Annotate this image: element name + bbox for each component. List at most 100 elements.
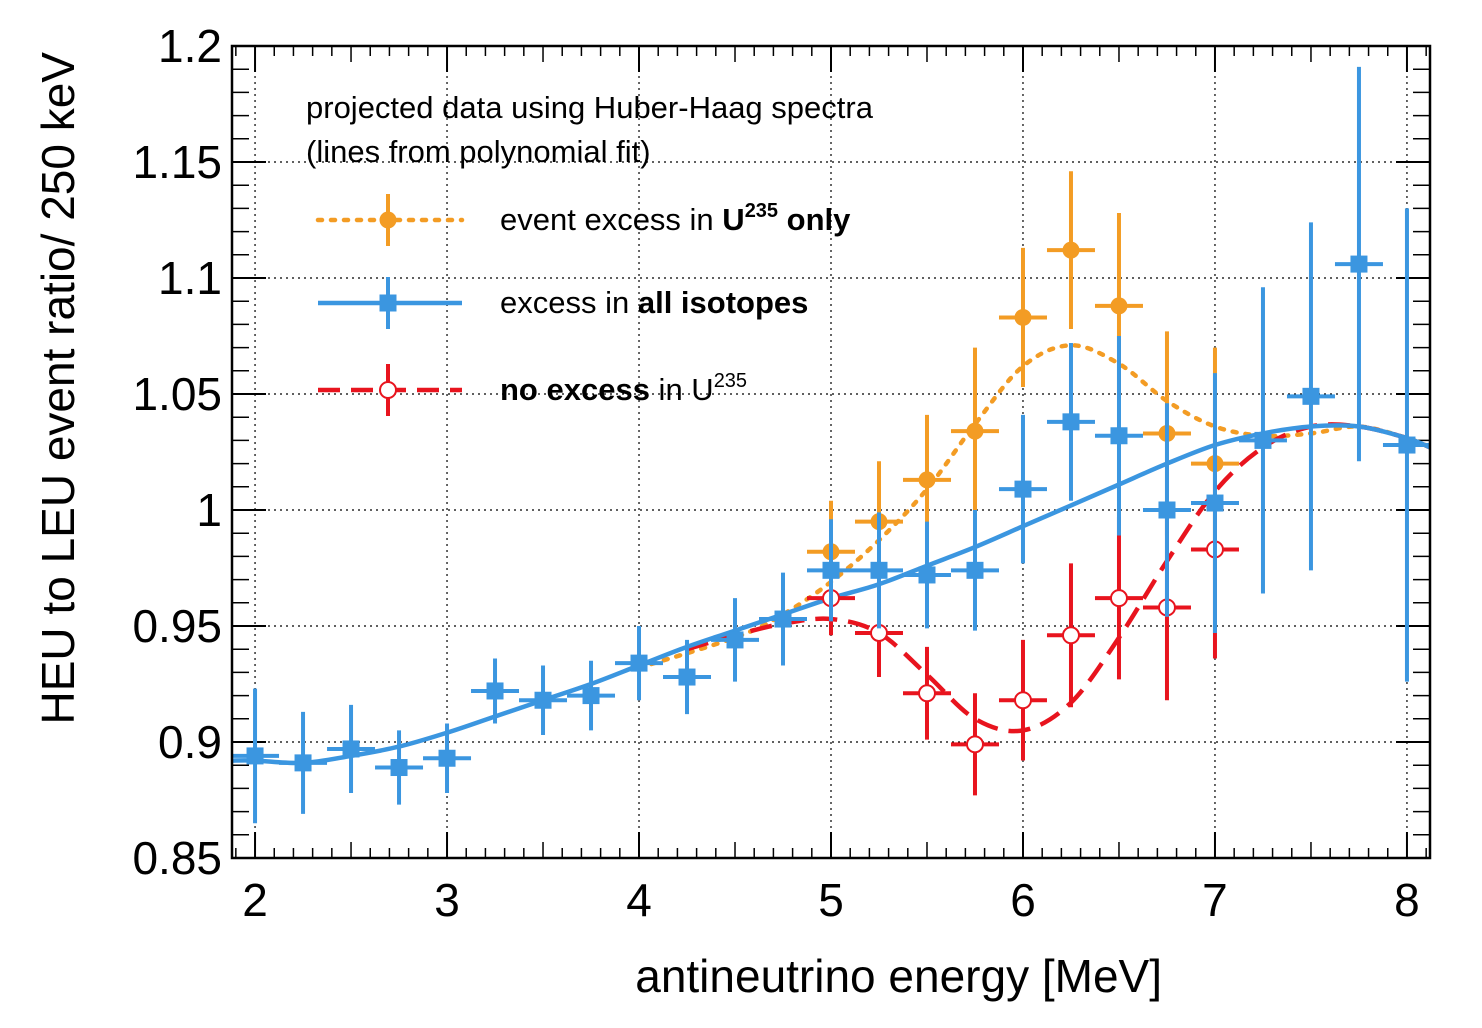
data-point-all — [902, 521, 951, 629]
plot-frame — [230, 44, 1432, 860]
y-axis-title: HEU to LEU event ratio/ 250 keV — [32, 52, 84, 725]
legend-symbol-all — [318, 277, 462, 329]
marker-square-filled — [630, 654, 648, 672]
data-point-all — [950, 510, 999, 631]
x-axis-title: antineutrino energy [MeV] — [635, 950, 1162, 1002]
marker-square-filled — [390, 759, 408, 777]
data-point-u235 — [998, 247, 1047, 388]
marker-circle-open — [965, 735, 984, 754]
legend-label-all-isotopes: excess in all isotopes — [500, 285, 808, 320]
marker-square-filled — [678, 668, 696, 686]
data-point-all — [998, 414, 1047, 564]
marker-square-filled — [534, 691, 552, 709]
data-point-all — [759, 572, 808, 666]
y-tick-label: 0.95 — [132, 600, 222, 652]
fit-curve-none — [686, 422, 1431, 734]
x-tick-label: 2 — [242, 874, 268, 926]
marker-circle-open — [1061, 626, 1080, 645]
marker-circle-filled — [1110, 297, 1128, 315]
legend-marker — [379, 381, 397, 399]
legend-marker — [379, 294, 397, 312]
data-point-all — [1046, 342, 1095, 501]
data-points — [231, 66, 1431, 824]
y-tick-label: 1 — [196, 484, 222, 536]
data-point-all — [471, 658, 520, 724]
marker-circle-filled — [1062, 241, 1080, 259]
data-point-all — [1334, 66, 1383, 462]
marker-square-filled — [774, 610, 792, 628]
data-point-all — [1142, 403, 1191, 617]
legend-header-line-2: (lines from polynomial fit) — [306, 134, 651, 169]
marker-square-filled — [1206, 494, 1224, 512]
data-point-all — [807, 519, 855, 622]
marker-circle-open — [917, 684, 936, 703]
marker-square-filled — [1014, 480, 1032, 498]
marker-square-filled — [822, 561, 840, 579]
marker-square-filled — [1254, 431, 1272, 449]
grid-lines — [232, 46, 1430, 858]
data-point-all — [1286, 222, 1335, 571]
data-point-none — [1046, 563, 1095, 708]
marker-square-filled — [1398, 436, 1416, 454]
y-tick-label: 0.9 — [158, 716, 222, 768]
marker-square-filled — [486, 682, 504, 700]
y-tick-label: 0.85 — [132, 832, 222, 884]
data-point-u235 — [1046, 171, 1095, 330]
y-tick-label: 1.2 — [158, 20, 222, 72]
data-point-all — [567, 660, 616, 731]
marker-circle-filled — [1014, 308, 1032, 326]
data-point-all — [375, 730, 424, 805]
data-point-none — [1094, 516, 1143, 680]
marker-circle-filled — [966, 422, 984, 440]
y-tick-label: 1.05 — [132, 368, 222, 420]
marker-square-filled — [1062, 413, 1080, 431]
data-point-all — [854, 512, 903, 629]
data-point-none — [902, 646, 951, 740]
x-tick-label: 7 — [1202, 874, 1228, 926]
marker-circle-open — [1013, 691, 1032, 710]
fit-curve-u235 — [636, 343, 1433, 671]
data-point-all — [231, 688, 280, 824]
marker-circle-open — [1109, 589, 1128, 608]
marker-square-filled — [1350, 255, 1368, 273]
data-point-none — [950, 693, 999, 796]
data-point-all — [519, 665, 568, 736]
data-point-all — [423, 723, 472, 794]
x-tick-label: 3 — [434, 874, 460, 926]
data-point-all — [1094, 336, 1143, 536]
data-point-all — [615, 626, 664, 701]
data-point-none — [998, 639, 1047, 761]
legend: projected data using Huber-Haag spectra … — [306, 90, 874, 416]
data-point-all — [1382, 208, 1431, 682]
marker-square-filled — [1302, 387, 1320, 405]
marker-square-filled — [1110, 427, 1128, 445]
legend-marker — [379, 211, 397, 229]
data-point-all — [279, 711, 328, 814]
data-point-all — [1190, 373, 1239, 633]
x-tick-label: 6 — [1010, 874, 1036, 926]
x-tick-label: 4 — [626, 874, 652, 926]
data-point-all — [663, 639, 712, 715]
tick-labels: 2 3 4 5 6 7 8 0.85 0.9 0.95 1 1.05 1.1 1.15 1.2 — [132, 20, 1419, 926]
marker-circle-filled — [918, 471, 936, 489]
marker-square-filled — [246, 747, 264, 765]
marker-square-filled — [1158, 501, 1176, 519]
marker-square-filled — [582, 687, 600, 705]
marker-square-filled — [870, 561, 888, 579]
y-tick-label: 1.1 — [158, 252, 222, 304]
marker-square-filled — [966, 561, 984, 579]
marker-square-filled — [918, 566, 936, 584]
marker-square-filled — [726, 631, 744, 649]
x-tick-label: 8 — [1394, 874, 1420, 926]
x-tick-label: 5 — [818, 874, 844, 926]
legend-symbol-u235 — [315, 194, 465, 246]
marker-square-filled — [342, 740, 360, 758]
legend-header-line-1: projected data using Huber-Haag spectra — [306, 90, 874, 125]
legend-label-no-excess: no excess in U235 — [500, 370, 747, 407]
data-point-all — [1238, 287, 1287, 594]
data-point-u235 — [950, 347, 999, 515]
legend-label-u235-only: event excess in U235 only — [500, 200, 851, 237]
data-point-all — [327, 704, 376, 794]
legend-symbol-none — [318, 364, 462, 416]
y-tick-label: 1.15 — [132, 136, 222, 188]
